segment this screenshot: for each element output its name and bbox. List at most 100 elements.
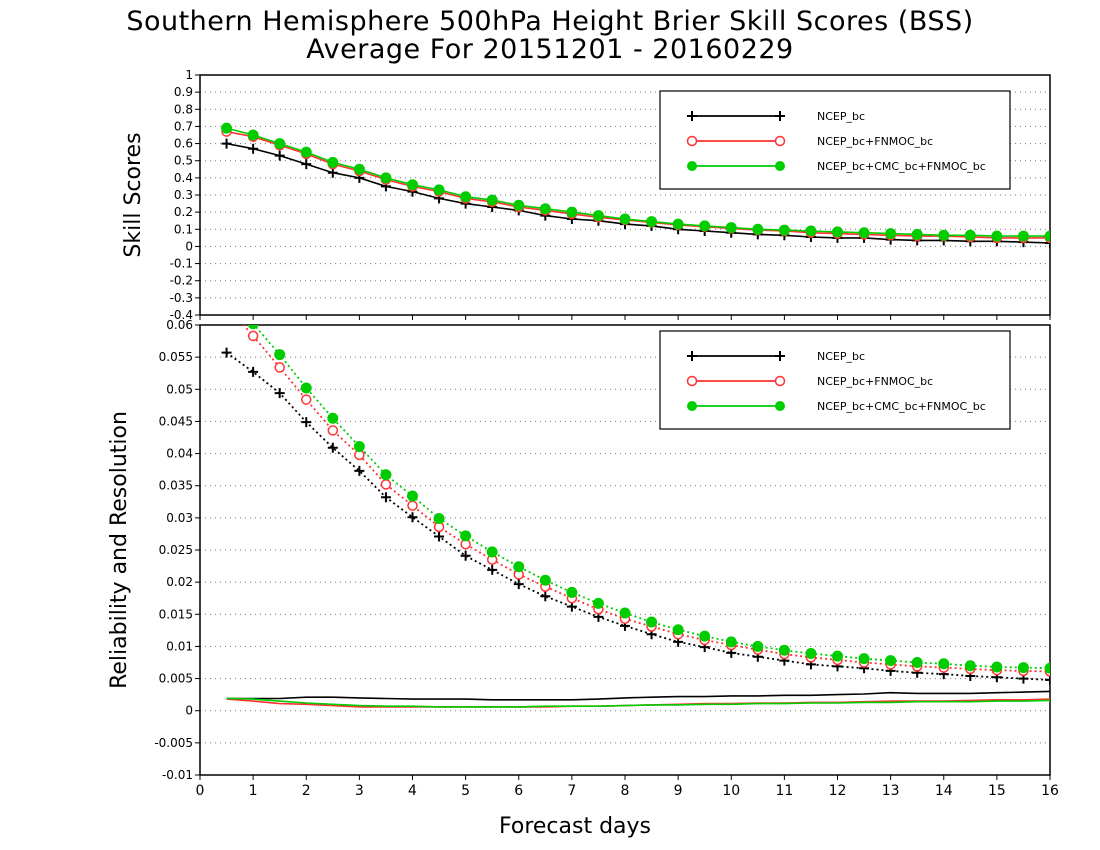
y-tick-label: 0.04	[166, 447, 193, 461]
y-tick-label: 0.6	[174, 137, 193, 151]
x-tick-label: 1	[249, 783, 258, 799]
data-point-filled-circle	[672, 218, 684, 230]
data-point-filled-circle	[222, 288, 232, 298]
data-point-filled-circle	[539, 574, 551, 586]
data-point-plus	[513, 579, 524, 590]
y-tick-label: 0.4	[174, 171, 193, 185]
data-point-filled-circle	[353, 441, 365, 452]
data-point-filled-circle	[300, 146, 312, 158]
y-tick-label: 0.05	[166, 382, 193, 396]
data-point-filled-circle	[1017, 662, 1029, 674]
legend-box	[659, 330, 1011, 430]
series-line	[242, 325, 1050, 673]
data-point-filled-circle	[752, 640, 764, 652]
data-point-filled-circle	[1044, 230, 1050, 242]
data-point-filled-circle	[672, 624, 684, 636]
legend-marker-filled-circle	[775, 401, 785, 411]
data-point-filled-circle	[513, 561, 525, 573]
data-point-filled-circle	[619, 607, 631, 619]
data-point-filled-circle	[699, 220, 711, 232]
legend-marker-filled-circle	[687, 401, 697, 411]
data-point-filled-circle	[407, 490, 418, 502]
x-tick-label: 11	[775, 783, 793, 799]
data-point-plus	[407, 512, 418, 523]
data-point-filled-circle	[539, 203, 551, 215]
data-point-filled-circle	[805, 225, 817, 237]
series-line	[226, 697, 1050, 708]
data-point-filled-circle	[460, 530, 472, 542]
data-point-filled-circle	[911, 657, 923, 668]
data-point-filled-circle	[274, 349, 286, 361]
data-point-filled-circle	[486, 194, 498, 206]
data-point-filled-circle	[221, 122, 233, 134]
data-point-filled-circle	[619, 213, 631, 225]
y-tick-label: 0.1	[174, 222, 193, 236]
data-point-filled-circle	[274, 138, 286, 150]
y-tick-label: 0.025	[159, 543, 193, 557]
data-point-filled-circle	[247, 325, 259, 330]
data-point-filled-circle	[725, 222, 737, 234]
data-point-open-circle	[301, 394, 312, 405]
data-point-filled-circle	[592, 210, 604, 222]
data-point-filled-circle	[486, 546, 498, 558]
data-point-filled-circle	[1044, 662, 1050, 674]
data-point-filled-circle	[832, 650, 843, 662]
x-tick-label: 7	[567, 783, 576, 799]
y-tick-label: -0.3	[170, 291, 193, 305]
legend-label: NCEP_bc+FNMOC_bc	[817, 375, 933, 388]
x-tick-label: 13	[882, 783, 900, 799]
data-point-plus	[221, 347, 232, 358]
data-point-filled-circle	[699, 630, 711, 642]
plot-frame	[199, 74, 1051, 316]
chart-title: Southern Hemisphere 500hPa Height Brier …	[126, 6, 974, 37]
data-point-plus	[274, 388, 285, 399]
legend-marker-plus	[775, 351, 785, 361]
data-point-filled-circle	[1017, 230, 1029, 242]
legend-marker-open-circle	[774, 375, 786, 387]
legend-marker-plus	[687, 111, 697, 121]
data-point-plus	[434, 531, 445, 542]
data-point-plus	[1045, 238, 1050, 248]
y-tick-label: -0.4	[170, 308, 193, 322]
data-point-plus	[248, 143, 259, 154]
data-point-filled-circle	[938, 229, 950, 241]
data-point-filled-circle	[646, 616, 658, 628]
y-tick-label: -0.2	[170, 274, 193, 288]
legend-label: NCEP_bc	[817, 110, 865, 123]
data-point-plus	[327, 442, 338, 453]
legend: NCEP_bc NCEP_bc+FNMOC_bc NCEP_bc+CMC_bc+FN…	[659, 330, 1011, 430]
data-point-filled-circle	[327, 412, 339, 424]
x-tick-label: 15	[988, 783, 1006, 799]
y-tick-label: 0.015	[159, 607, 193, 621]
data-point-plus	[380, 492, 391, 503]
data-point-filled-circle	[380, 469, 392, 481]
y-tick-label: 0.5	[174, 154, 193, 168]
x-tick-label: 10	[722, 783, 740, 799]
legend-label: NCEP_bc+CMC_bc+FNMOC_bc	[817, 400, 986, 413]
legend-box	[659, 90, 1011, 190]
y-tick-label: 0.055	[159, 350, 193, 364]
legend-marker-open-circle	[774, 135, 786, 147]
y-tick-label: 0.2	[174, 205, 193, 219]
data-point-plus	[354, 465, 365, 476]
y-tick-label: 0.045	[159, 414, 193, 428]
series-group	[221, 288, 1050, 708]
data-point-plus	[301, 159, 312, 170]
data-point-filled-circle	[327, 156, 339, 168]
legend-marker-filled-circle	[775, 161, 785, 171]
y-axis-label: Reliability and Resolution	[107, 411, 132, 689]
data-point-filled-circle	[353, 163, 365, 175]
legend-label: NCEP_bc	[817, 350, 865, 363]
data-point-plus	[248, 366, 259, 377]
data-point-filled-circle	[725, 636, 737, 648]
legend: NCEP_bc NCEP_bc+FNMOC_bc NCEP_bc+CMC_bc+FN…	[659, 90, 1011, 190]
data-point-filled-circle	[247, 129, 259, 141]
data-point-plus	[460, 550, 471, 561]
data-point-filled-circle	[885, 228, 897, 240]
skill-score-panel: -0.4 -0.3 -0.2 -0.1 0 0.1 0.2 0.3 0.4 0.5 0.6 0.7 0.…	[121, 68, 1051, 322]
legend-marker-plus	[687, 351, 697, 361]
y-tick-label: 0.06	[166, 318, 193, 332]
y-axis-label: Skill Scores	[121, 132, 146, 257]
x-tick-label: 4	[408, 783, 417, 799]
